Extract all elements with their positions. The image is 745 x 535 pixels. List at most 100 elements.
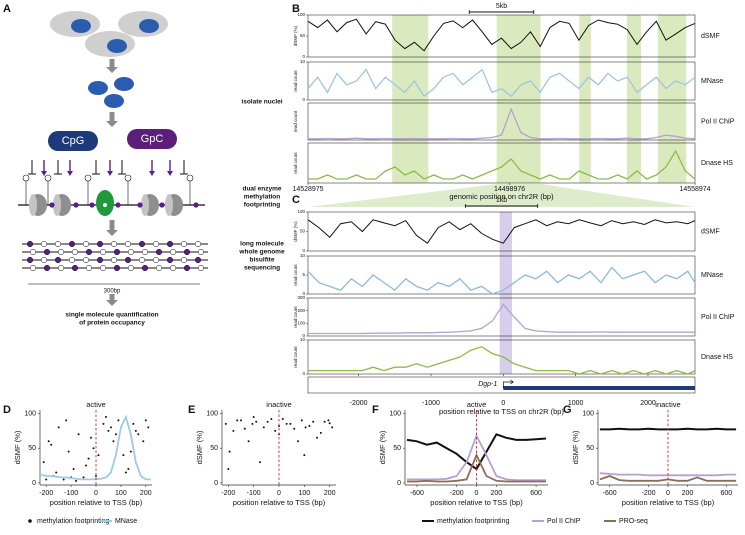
x-axis-label: position relative to TSS on chr2R (bp): [439, 407, 564, 416]
legend-label: methylation footprinting: [37, 518, 109, 525]
point: [228, 450, 231, 453]
x-tick-label: 0: [277, 490, 281, 497]
methyl-site: [49, 202, 55, 208]
track-line: [307, 68, 696, 98]
read-site: [85, 264, 93, 272]
nucleosome-face: [53, 194, 61, 216]
point: [316, 436, 318, 439]
read-site: [141, 248, 149, 256]
point: [85, 464, 88, 467]
x-tick-label: -600: [410, 490, 424, 497]
gene-frame: [307, 376, 696, 394]
x-tick-label: -100: [64, 490, 78, 497]
enzyme-arrow-head: [107, 171, 113, 176]
y-tick-label: 50: [300, 33, 306, 38]
x-tick-label: -100: [247, 490, 261, 497]
arrow: [109, 59, 115, 68]
read-site: [141, 264, 149, 272]
step-label: long molecule: [240, 241, 284, 248]
track-frame: [307, 142, 696, 184]
point: [227, 468, 230, 471]
panel-letter: D: [3, 404, 11, 416]
read-site: [96, 240, 104, 248]
point: [97, 454, 100, 457]
point: [308, 424, 311, 427]
read-site: [85, 248, 93, 256]
y-tick-label: 10: [300, 337, 306, 342]
panel-letter: E: [188, 404, 195, 416]
track-name: dSMF: [701, 33, 720, 40]
point: [102, 422, 105, 425]
lollipop: [186, 174, 194, 182]
gene-arrow: [502, 379, 514, 388]
read-site: [152, 240, 160, 248]
point: [124, 471, 127, 474]
x-tick-label: 600: [720, 490, 732, 497]
panel-letter: G: [563, 404, 572, 416]
y-tick-label: 0: [302, 54, 305, 59]
y-tick-label: 0: [302, 371, 305, 376]
x-tick-label: 200: [682, 490, 694, 497]
nucleosome-face: [165, 194, 173, 216]
point: [274, 429, 277, 432]
x-tick-label: 14498976: [494, 186, 525, 193]
track-frame: [307, 339, 696, 375]
track-name: MNase: [701, 78, 723, 85]
step-label: bisulfite: [250, 257, 275, 264]
y-tick-label: 10: [300, 59, 306, 64]
enzyme-label: CpG: [62, 135, 85, 147]
read-site: [138, 256, 146, 264]
enzyme-arrow-head: [67, 171, 73, 176]
track-line: [308, 303, 695, 335]
step-label: dual enzyme: [242, 186, 281, 193]
point: [247, 440, 250, 443]
read-site: [127, 248, 135, 256]
arrow-head: [106, 230, 118, 236]
read-site: [194, 240, 202, 248]
y-tick-label: 0: [302, 97, 305, 102]
legend-swatch: [28, 519, 32, 523]
nucleus: [139, 19, 159, 33]
x-tick-label: -1000: [422, 400, 440, 407]
x-tick-label: 0: [475, 490, 479, 497]
read-site: [54, 240, 62, 248]
y-axis-label: read count: [293, 70, 298, 92]
y-tick-label: 100: [24, 410, 36, 417]
nucleosome-face: [29, 194, 37, 216]
y-tick-label: 100: [206, 410, 218, 417]
point: [243, 427, 246, 430]
track-frame: [307, 61, 696, 101]
panel-letter: C: [292, 194, 300, 206]
track-name: Pol II ChIP: [701, 314, 735, 321]
y-tick-label: 200: [297, 308, 305, 313]
track-line: [308, 107, 696, 140]
read-site: [197, 248, 205, 256]
enzyme-arrow-head: [149, 171, 155, 176]
arrow-head: [106, 300, 118, 306]
point: [303, 454, 306, 457]
y-axis-label: dSMF (%): [293, 25, 298, 46]
x-tick-label: 2000: [640, 400, 656, 407]
nucleus: [107, 39, 127, 53]
x-tick-label: -2000: [350, 400, 368, 407]
y-axis-label: dSMF (%): [378, 430, 387, 464]
zoom-wedge: [308, 184, 695, 207]
x-tick-label: 200: [140, 490, 152, 497]
chart-title: inactive: [655, 400, 680, 409]
read-site: [26, 256, 34, 264]
read-site: [57, 248, 65, 256]
arrow-head: [106, 67, 118, 73]
point: [289, 422, 292, 425]
read-site: [166, 256, 174, 264]
lollipop: [124, 174, 132, 182]
site: [103, 203, 107, 207]
read-site: [124, 256, 132, 264]
highlight: [392, 15, 429, 183]
track-name: MNase: [701, 272, 723, 279]
x-axis-label: genomic position on chr2R (bp): [449, 192, 554, 201]
point: [252, 415, 255, 418]
y-tick-label: 100: [297, 12, 305, 17]
y-axis-label: read count: [293, 152, 298, 174]
track-line: [307, 266, 696, 295]
read-site: [68, 256, 76, 264]
